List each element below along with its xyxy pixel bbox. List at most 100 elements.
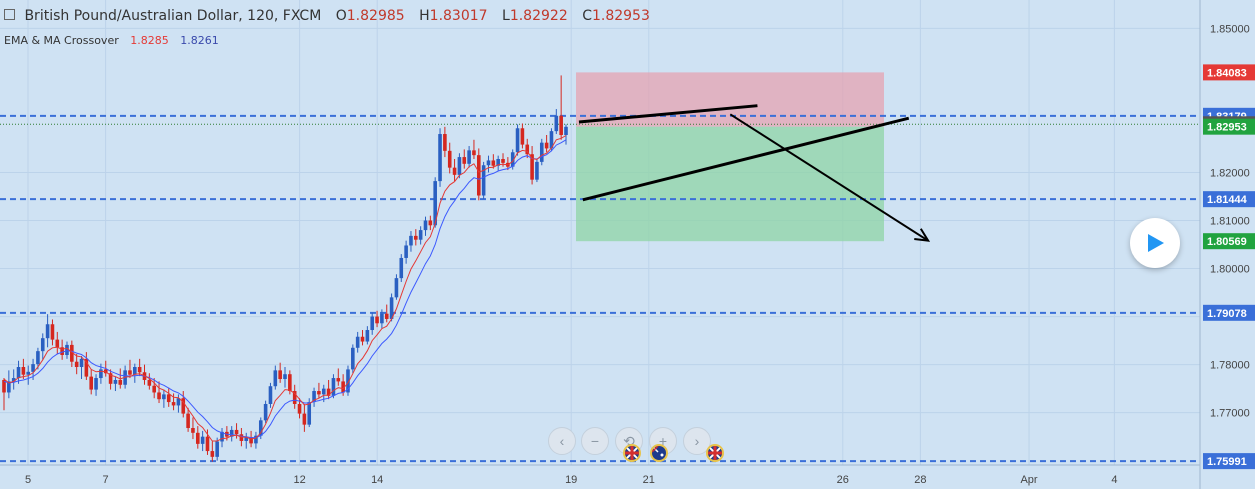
replay-play-button[interactable] [1130, 218, 1180, 268]
candle-body [21, 367, 26, 375]
uk-flag-event-icon[interactable] [623, 444, 641, 462]
low-label: L [502, 8, 510, 24]
time-tick-label: 26 [837, 474, 849, 486]
candle-body [205, 436, 210, 452]
candle-body [447, 150, 452, 168]
time-axis: 57121419212628Apr4911 [25, 474, 1118, 486]
time-tick-label: 4 [1111, 474, 1117, 486]
candle-body [317, 391, 321, 395]
candle-body [418, 230, 423, 240]
take-profit-zone [576, 126, 884, 242]
candle-body [433, 181, 437, 226]
candle-body [360, 336, 365, 342]
price-tag-bg [1203, 191, 1255, 208]
candle-body [326, 388, 331, 396]
candle-body [394, 278, 399, 298]
candle-body [166, 394, 171, 403]
price-tag-label: 1.80569 [1207, 236, 1247, 248]
candle-body [133, 367, 137, 375]
low-value: 1.82922 [509, 8, 568, 24]
candle-body [462, 157, 467, 164]
close-label: C [582, 8, 592, 24]
candle-body [181, 398, 186, 414]
candle-body [195, 432, 200, 444]
candle-body [215, 441, 219, 457]
candle-body [65, 344, 69, 355]
candle-body [312, 391, 316, 403]
time-tick-label: 19 [565, 474, 577, 486]
candle-body [520, 128, 525, 145]
collapse-toggle-icon[interactable] [4, 9, 15, 20]
candle-body [186, 413, 190, 429]
candle-body [355, 336, 360, 348]
candle-body [162, 394, 166, 400]
candle-body [486, 160, 491, 166]
candle-body [341, 381, 345, 393]
candle-body [31, 364, 35, 372]
uk-flag-icon [708, 446, 722, 460]
candle-body [89, 376, 94, 390]
candle-body [283, 374, 287, 380]
candle-body [128, 370, 132, 375]
candle-body [94, 378, 98, 390]
candle-body [229, 429, 234, 437]
candle-body [108, 373, 113, 384]
candle-body [351, 347, 355, 370]
open-value: 1.82985 [346, 8, 405, 24]
candle-body [525, 144, 530, 155]
candle-body [530, 154, 534, 180]
candlesticks [2, 75, 568, 462]
price-tick-label: 1.80000 [1210, 264, 1250, 276]
price-tag-bg [1203, 64, 1255, 81]
time-tick-label: 28 [914, 474, 926, 486]
zoom-out-button[interactable]: − [581, 427, 609, 455]
candle-body [452, 167, 457, 175]
candle-body [234, 429, 239, 435]
price-tag-label: 1.82953 [1207, 122, 1247, 134]
price-tag-label: 1.75991 [1207, 456, 1247, 468]
forecast-arrow-line [729, 113, 929, 242]
price-tick-label: 1.77000 [1210, 408, 1250, 420]
candle-body [515, 128, 520, 153]
candle-body [74, 361, 79, 368]
candle-body [491, 160, 496, 166]
price-tag-bg [1203, 233, 1255, 250]
candle-body [544, 142, 549, 149]
candle-body [370, 316, 375, 331]
candle-body [118, 379, 123, 385]
uk-flag-event-icon-2[interactable] [706, 444, 724, 462]
candle-body [380, 313, 384, 324]
candle-body [200, 436, 205, 444]
candle-body [278, 370, 282, 380]
candle-body [45, 324, 50, 339]
candle-body [7, 381, 11, 393]
candle-body [365, 330, 370, 342]
candle-body [2, 379, 6, 393]
forecast-arrow-head [914, 228, 931, 242]
candle-body [26, 371, 31, 375]
indicator-value-ma: 1.8261 [180, 34, 219, 47]
candle-body [70, 344, 74, 362]
candle-body [79, 358, 84, 368]
candle-body [55, 339, 60, 348]
moving-averages [3, 135, 567, 442]
candle-body [438, 134, 442, 182]
symbol-legend: British Pound/Australian Dollar, 120, FX… [4, 8, 650, 24]
ma-line [3, 139, 567, 439]
candle-body [258, 420, 263, 436]
candle-body [476, 155, 481, 196]
price-axis: 1.850001.820001.810001.800001.790001.780… [1203, 23, 1255, 470]
pattern-trendline [578, 104, 758, 124]
candle-body [147, 379, 152, 386]
candle-body [99, 369, 103, 379]
scroll-left-button[interactable]: ‹ [548, 427, 576, 455]
price-tag-label: 1.81444 [1207, 194, 1248, 206]
price-tag-label: 1.84083 [1207, 67, 1247, 79]
candle-body [60, 347, 64, 355]
candle-body [249, 437, 253, 444]
candle-body [220, 431, 224, 442]
high-value: 1.83017 [429, 8, 488, 24]
candle-body [176, 398, 181, 406]
au-flag-event-icon[interactable] [650, 444, 668, 462]
